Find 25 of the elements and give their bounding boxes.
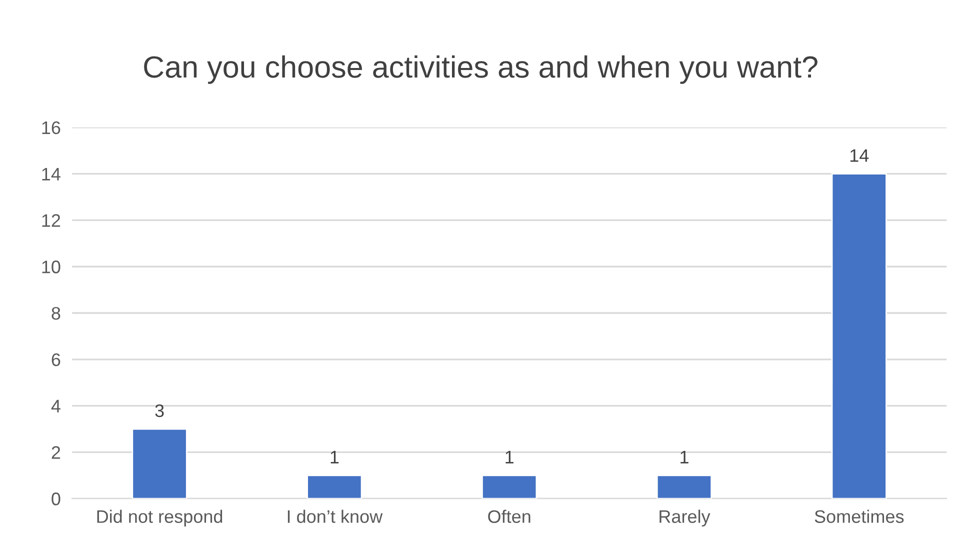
bar (831, 173, 887, 499)
data-label: 3 (155, 404, 164, 418)
bar (132, 428, 188, 499)
bar (656, 474, 712, 499)
chart-title: Can you choose activities as and when you want? (144, 55, 818, 84)
y-tick-label: 16 (42, 121, 60, 134)
y-tick-label: 6 (52, 353, 60, 366)
y-tick-label: 4 (51, 400, 60, 412)
data-label: 1 (680, 450, 688, 464)
data-label: 14 (850, 149, 869, 162)
y-tick-label: 14 (42, 168, 60, 180)
y-tick-label: 2 (52, 446, 60, 459)
x-tick-label: I don’t know (288, 510, 383, 523)
y-tick-label: 8 (52, 306, 60, 320)
bar (482, 474, 538, 499)
x-tick-label: Often (488, 510, 530, 523)
x-tick-label: Did not respond (97, 510, 222, 527)
data-label: 1 (330, 450, 339, 464)
y-tick-label: 0 (52, 492, 60, 506)
bar (306, 474, 362, 499)
data-label: 1 (506, 450, 514, 464)
y-tick-label: 10 (42, 260, 60, 274)
x-tick-label: Rarely (660, 510, 710, 527)
y-tick-label: 12 (42, 214, 60, 227)
x-tick-label: Sometimes (814, 510, 904, 523)
